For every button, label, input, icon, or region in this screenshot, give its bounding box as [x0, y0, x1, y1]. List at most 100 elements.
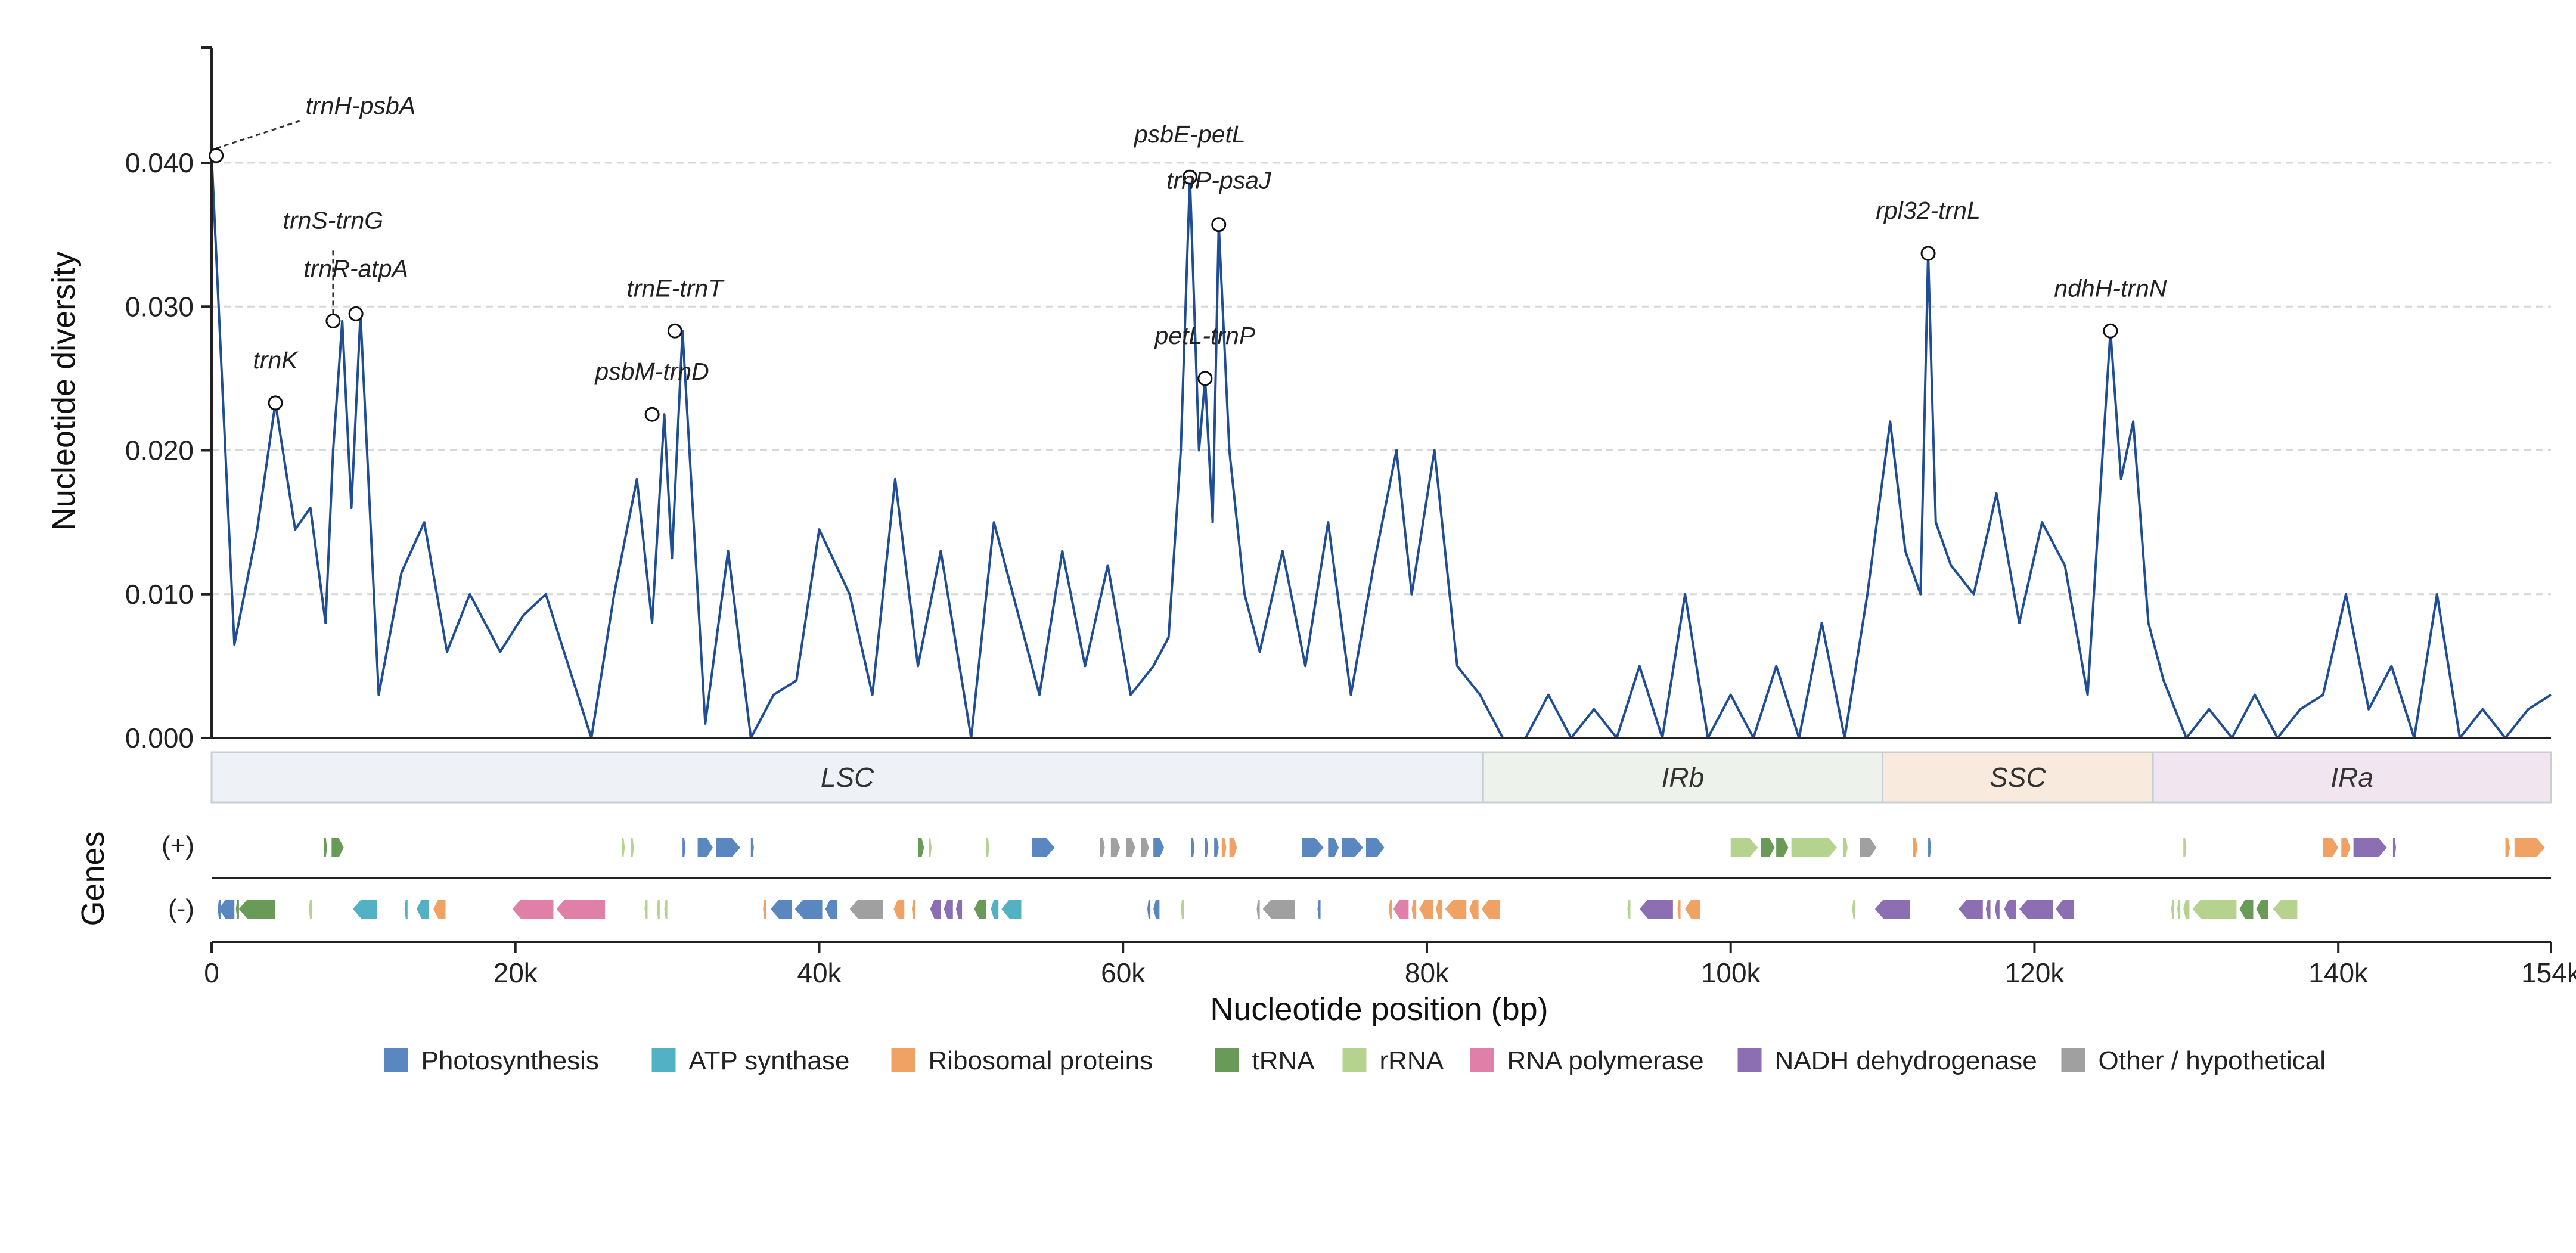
gene-plus-strand [2514, 838, 2545, 857]
legend-swatch [2061, 1048, 2085, 1072]
annotation-marker [1197, 371, 1213, 386]
annotation-label: ndhH-trnN [2054, 274, 2167, 302]
x-tick-label: 20k [494, 957, 538, 988]
region-irb-band [1482, 751, 1884, 804]
annotation-label: trnR-atpA [303, 255, 408, 282]
annotation-label: psbE-petL [1133, 120, 1246, 148]
legend-swatch [1737, 1048, 1762, 1072]
gene-minus-strand [1317, 900, 1321, 919]
legend-swatch [1470, 1048, 1494, 1072]
gene-minus-strand [1959, 900, 1983, 919]
annotation-label: rpl32-trnL [1876, 197, 1980, 224]
gene-minus-strand [404, 900, 408, 919]
gene-minus-strand [1153, 900, 1160, 919]
legend-swatch [1215, 1048, 1239, 1072]
gene-minus-strand [1411, 900, 1417, 919]
annotation-label: psbM-trnD [594, 358, 709, 385]
gene-minus-strand [1419, 900, 1433, 919]
y-tick-label: 0.010 [125, 579, 194, 610]
legend-label: Photosynthesis [421, 1046, 599, 1075]
gene-minus-strand [2239, 900, 2254, 919]
x-tick-label: 100k [1701, 957, 1761, 988]
gene-plus-strand [2353, 838, 2387, 857]
gene-plus-strand [1366, 838, 1385, 857]
gene-minus-strand [433, 900, 446, 919]
gene-plus-strand [1843, 838, 1848, 857]
gene-minus-strand [1262, 900, 1295, 919]
gene-minus-strand [825, 900, 838, 919]
gene-plus-strand [697, 838, 713, 857]
gene-minus-strand [974, 900, 986, 919]
annotation-label: trnS-trnG [283, 206, 384, 234]
legend-swatch [384, 1048, 408, 1072]
annotation-marker [348, 306, 364, 321]
gene-minus-strand [1001, 900, 1022, 919]
annotation-marker [2103, 323, 2118, 339]
gene-minus-strand [1481, 900, 1500, 919]
gene-plus-strand [1032, 838, 1055, 857]
gene-minus-strand [2019, 900, 2053, 919]
gene-minus-strand [930, 900, 941, 919]
x-axis-title: Nucleotide position (bp) [1210, 991, 1548, 1027]
gene-plus-strand [1328, 838, 1339, 857]
gene-minus-strand [794, 900, 823, 919]
gene-plus-strand [331, 838, 344, 857]
y-tick-label: 0.020 [125, 435, 194, 466]
gene-plus-strand [1191, 838, 1195, 857]
legend-label: Other / hypothetical [2099, 1046, 2326, 1075]
gene-minus-strand [556, 900, 606, 919]
gene-minus-strand [2256, 900, 2268, 919]
gene-minus-strand [1181, 900, 1184, 919]
gene-plus-strand [1214, 838, 1219, 857]
gene-plus-strand [1153, 838, 1165, 857]
gene-plus-strand [1928, 838, 1932, 857]
diversity-line-layer [210, 155, 2552, 739]
annotation-label: trnE-trnT [626, 274, 725, 302]
gene-minus-strand [1874, 900, 1910, 919]
legend-label: ATP synthase [689, 1046, 850, 1075]
gene-plus-strand [1776, 838, 1789, 857]
gene-plus-strand [1141, 838, 1149, 857]
gene-minus-strand [1677, 900, 1681, 919]
gene-minus-strand [2192, 900, 2237, 919]
gene-minus-strand [1627, 900, 1631, 919]
gene-minus-strand [763, 900, 766, 919]
gene-plus-strand [716, 838, 740, 857]
annotation-marker [1182, 169, 1197, 185]
gene-minus-strand [1469, 900, 1479, 919]
y-tick-label: 0.000 [125, 722, 194, 753]
region-lsc-band [210, 751, 1484, 804]
gene-minus-strand [2183, 900, 2190, 919]
axes: 0.000 0.010 0.020 0.030 0.040 0 20k 40k 60k 80k 10… [125, 46, 2576, 988]
gene-minus-strand [955, 900, 963, 919]
x-tick-label: 154k [2521, 957, 2576, 988]
gene-plus-strand [1761, 838, 1775, 857]
strand-plus-label: (+) [162, 831, 194, 860]
x-tick-label: 40k [797, 957, 842, 988]
gene-plus-strand [1205, 838, 1208, 857]
x-tick-label: 140k [2308, 957, 2369, 988]
gene-minus-strand [911, 900, 915, 919]
y-tick-label: 0.040 [125, 147, 194, 178]
gene-minus-strand [353, 900, 377, 919]
gene-minus-strand [1639, 900, 1673, 919]
annotation-marker [1920, 246, 1936, 261]
gene-minus-strand [1445, 900, 1467, 919]
legend-label: RNA polymerase [1507, 1046, 1704, 1075]
gene-plus-strand [2341, 838, 2351, 857]
gene-plus-strand [1229, 838, 1237, 857]
gene-plus-strand [928, 838, 932, 857]
region-ira-band [2152, 751, 2552, 804]
y-axis-title: Nucleotide diversity [46, 252, 82, 531]
gene-plus-strand [1860, 838, 1877, 857]
annotation-label: petL-trnP [1154, 322, 1256, 349]
region-irb-label: IRb [1662, 762, 1705, 793]
x-tick-label: 80k [1405, 957, 1450, 988]
legend-swatch [1342, 1048, 1367, 1072]
diversity-series-line [210, 155, 2552, 739]
gene-minus-strand [1995, 900, 2000, 919]
x-tick-label: 0 [204, 957, 219, 988]
gene-minus-strand [944, 900, 953, 919]
gene-plus-strand [1730, 838, 1758, 857]
